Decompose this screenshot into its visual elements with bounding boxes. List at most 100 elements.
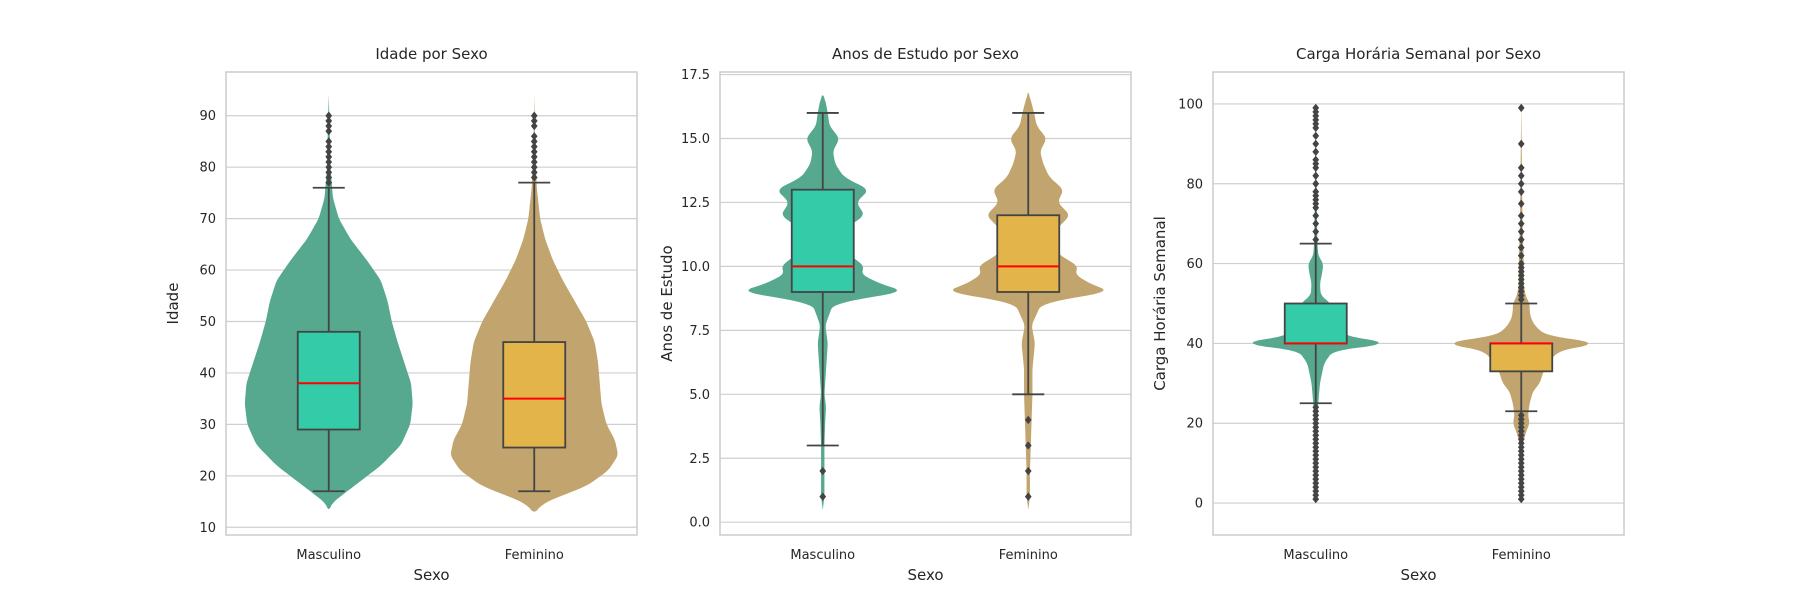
- outlier-point: [325, 168, 333, 177]
- outlier-point: [1312, 187, 1320, 196]
- outlier-point: [325, 142, 333, 151]
- y-tick-label: 15.0: [681, 132, 710, 147]
- outlier-point: [1517, 259, 1525, 268]
- outlier-point: [325, 152, 333, 162]
- x-tick-label: Masculino: [296, 548, 361, 563]
- x-tick-label: Masculino: [1283, 548, 1348, 563]
- outlier-point: [1517, 199, 1525, 208]
- outlier-point: [1312, 235, 1320, 244]
- y-tick-label: 20: [199, 469, 216, 484]
- outlier-point: [1517, 179, 1525, 188]
- y-tick-label: 17.5: [681, 68, 710, 83]
- outlier-point: [1517, 235, 1525, 244]
- outlier-point: [1024, 415, 1032, 425]
- outlier-point: [1517, 219, 1525, 228]
- x-tick-label: Feminino: [1492, 548, 1551, 563]
- y-tick-label: 30: [199, 418, 216, 433]
- outlier-point: [1312, 211, 1320, 220]
- box-feminino: [996, 214, 1061, 293]
- outlier-point: [530, 152, 538, 162]
- axes-frame: [1212, 71, 1625, 536]
- outlier-point: [1517, 163, 1525, 172]
- outlier-point: [325, 137, 333, 146]
- y-tick-label: 10.0: [681, 260, 710, 275]
- y-axis-label: Carga Horária Semanal: [1151, 216, 1169, 391]
- outlier-point: [530, 116, 538, 126]
- y-tick-label: 40: [199, 366, 216, 381]
- outlier-point: [1517, 139, 1525, 149]
- outlier-point: [1312, 103, 1320, 113]
- y-tick-label: 90: [199, 109, 216, 124]
- outlier-point: [819, 492, 827, 501]
- outlier-point: [1312, 179, 1320, 188]
- outlier-point: [1312, 219, 1320, 228]
- y-tick-label: 5.0: [689, 388, 710, 403]
- y-tick-label: 2.5: [689, 452, 710, 467]
- y-tick-label: 80: [1186, 177, 1203, 192]
- outlier-point: [1312, 227, 1320, 236]
- outlier-point: [1517, 171, 1525, 180]
- outlier-point: [325, 157, 333, 167]
- x-axis-label: Sexo: [413, 566, 449, 584]
- y-tick-label: 7.5: [689, 324, 710, 339]
- outlier-point: [1024, 441, 1032, 450]
- x-axis-label: Sexo: [907, 566, 943, 584]
- outlier-point: [1024, 466, 1032, 476]
- y-tick-label: 50: [199, 315, 216, 330]
- chart-title: Anos de Estudo por Sexo: [832, 45, 1019, 63]
- chart-title: Idade por Sexo: [375, 45, 487, 63]
- x-tick-label: Masculino: [790, 548, 855, 563]
- outlier-point: [1312, 139, 1320, 149]
- outlier-point: [530, 111, 538, 120]
- chart-panel-2: 0.0 2.5 5.0 7.5 10.0 12.5 15.0 17.5 Anos de Estu…: [658, 45, 1132, 584]
- outlier-point: [530, 162, 538, 172]
- outlier-point: [530, 147, 538, 156]
- y-tick-label: 100: [1178, 97, 1203, 112]
- outlier-point: [530, 168, 538, 177]
- y-tick-label: 60: [199, 264, 216, 279]
- chart-panel-3: 0 20 40 60 80 100 Carga Horária Semanal por Se…: [1151, 45, 1625, 584]
- box-masculino: [790, 188, 855, 293]
- outlier-point: [1517, 103, 1525, 113]
- x-tick-label: Feminino: [505, 548, 564, 563]
- y-tick-label: 70: [199, 212, 216, 227]
- outlier-point: [1517, 211, 1525, 220]
- y-axis-label: Anos de Estudo: [658, 245, 676, 361]
- axes-frame: [719, 71, 1132, 536]
- outlier-point: [325, 121, 333, 131]
- outlier-point: [530, 137, 538, 146]
- outlier-point: [325, 178, 333, 187]
- box-masculino: [296, 330, 361, 431]
- outlier-point: [530, 142, 538, 151]
- outlier-point: [1517, 411, 1525, 420]
- outlier-point: [325, 173, 333, 182]
- outlier-point: [325, 162, 333, 172]
- y-tick-label: 0: [1195, 497, 1203, 512]
- outlier-point: [530, 157, 538, 167]
- outlier-point: [325, 147, 333, 156]
- outlier-point: [1517, 243, 1525, 252]
- y-tick-label: 0.0: [689, 516, 710, 531]
- box-feminino: [1489, 342, 1554, 373]
- outlier-point: [1312, 155, 1320, 165]
- box-feminino: [502, 341, 567, 449]
- chart-title: Carga Horária Semanal por Sexo: [1296, 45, 1541, 63]
- y-tick-label: 60: [1186, 257, 1203, 272]
- y-tick-label: 40: [1186, 337, 1203, 352]
- y-tick-label: 20: [1186, 417, 1203, 432]
- x-tick-label: Feminino: [999, 548, 1058, 563]
- outlier-point: [1312, 131, 1320, 141]
- y-tick-label: 10: [199, 521, 216, 536]
- y-axis-label: Idade: [164, 283, 182, 325]
- outlier-point: [1517, 227, 1525, 236]
- x-axis-label: Sexo: [1400, 566, 1436, 584]
- outlier-point: [819, 466, 827, 476]
- outlier-point: [325, 116, 333, 126]
- outlier-point: [1312, 147, 1320, 157]
- outlier-point: [1312, 171, 1320, 180]
- outlier-point: [530, 173, 538, 182]
- outlier-point: [530, 121, 538, 131]
- y-tick-label: 12.5: [681, 196, 710, 211]
- outlier-point: [325, 126, 333, 136]
- outlier-point: [530, 132, 538, 141]
